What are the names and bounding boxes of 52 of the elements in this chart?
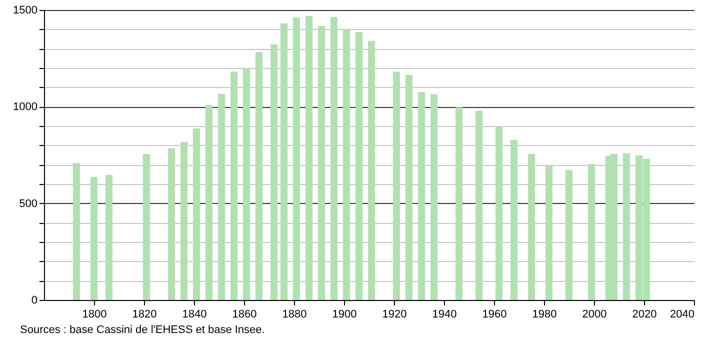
bar: [293, 17, 300, 300]
bar: [143, 154, 150, 300]
x-tick-label: 1920: [382, 308, 407, 320]
bar: [510, 140, 518, 300]
bar: [168, 148, 175, 300]
x-tick-label: 1940: [432, 308, 457, 320]
x-tick-label: 2040: [670, 308, 694, 320]
x-tick-label: 2020: [632, 308, 657, 320]
bar: [496, 126, 502, 300]
bar: [218, 94, 225, 300]
y-tick-label: 0: [31, 294, 38, 306]
bar: [230, 72, 238, 300]
bar: [546, 165, 552, 300]
bar: [430, 94, 438, 300]
bar: [456, 107, 462, 300]
x-tick-label: 1880: [282, 308, 307, 320]
bar: [476, 110, 482, 300]
bar: [393, 72, 400, 300]
y-tick-label: 500: [19, 198, 38, 210]
bar: [280, 23, 288, 300]
bar: [330, 16, 338, 300]
bar: [106, 174, 112, 300]
bar: [406, 74, 412, 300]
bar: [368, 40, 375, 300]
bar: [206, 104, 212, 300]
y-tick-label: 1500: [13, 4, 38, 16]
bar: [566, 170, 572, 300]
bar: [193, 128, 200, 300]
bar: [528, 154, 535, 300]
bar: [343, 29, 350, 300]
bar: [243, 68, 250, 300]
bar: [356, 32, 362, 300]
bar: [180, 142, 188, 300]
x-tick-label: 1800: [82, 308, 107, 320]
bar: [318, 26, 325, 300]
bar: [90, 177, 98, 300]
bar: [270, 44, 278, 300]
y-tick-label: 1000: [13, 101, 38, 114]
x-tick-label: 1900: [332, 308, 357, 320]
bar: [418, 92, 425, 300]
x-tick-label: 1840: [182, 308, 207, 320]
x-tick-label: 1960: [482, 308, 507, 320]
bar: [256, 52, 262, 300]
x-tick-label: 1820: [132, 308, 157, 320]
source-note: Sources : base Cassini de l'EHESS et base Insee.: [20, 324, 265, 336]
x-tick-label: 1980: [532, 308, 557, 320]
x-tick-label: 1860: [232, 308, 257, 320]
bar: [73, 163, 80, 300]
x-tick-label: 2000: [582, 308, 607, 320]
bar: [588, 164, 595, 300]
bar: [306, 16, 312, 300]
bar: [623, 153, 630, 300]
